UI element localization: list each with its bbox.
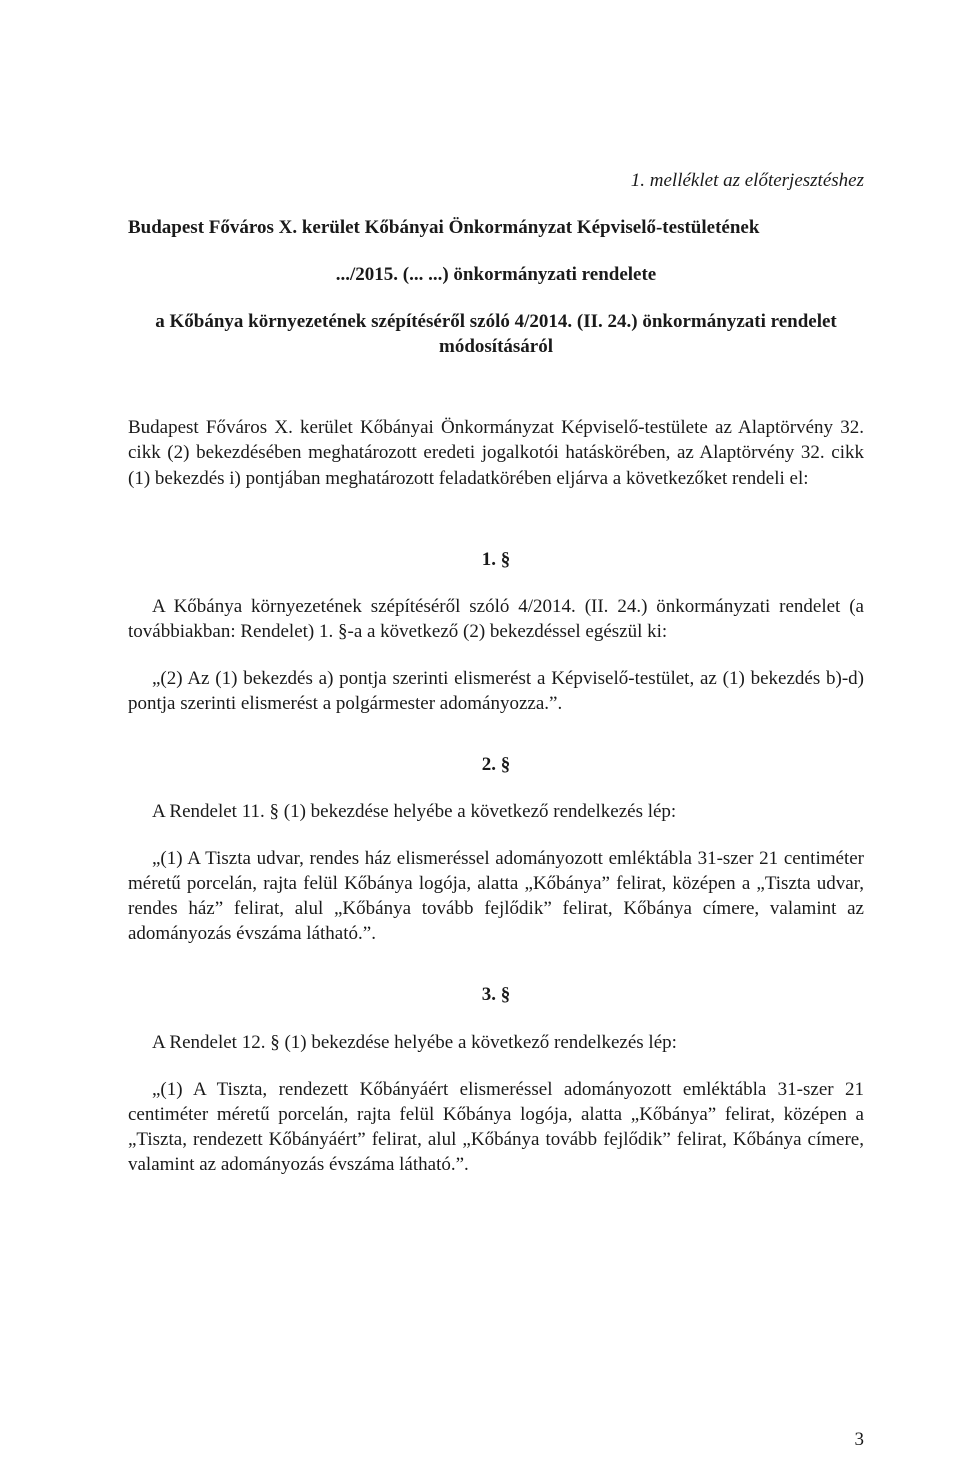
title-line-2: .../2015. (... ...) önkormányzati rendel…: [128, 262, 864, 287]
subtitle-line-1: a Kőbánya környezetének szépítéséről szó…: [128, 309, 864, 334]
section-2-para-1: A Rendelet 11. § (1) bekezdése helyébe a…: [128, 799, 864, 824]
title-line-1: Budapest Főváros X. kerület Kőbányai Önk…: [128, 215, 864, 240]
attachment-note: 1. melléklet az előterjesztéshez: [128, 168, 864, 193]
page-number: 3: [855, 1427, 865, 1452]
section-1-para-1: A Kőbánya környezetének szépítéséről szó…: [128, 594, 864, 644]
section-1-heading: 1. §: [128, 547, 864, 572]
section-2-heading: 2. §: [128, 752, 864, 777]
section-3-heading: 3. §: [128, 982, 864, 1007]
preamble: Budapest Főváros X. kerület Kőbányai Önk…: [128, 415, 864, 490]
document-page: 1. melléklet az előterjesztéshez Budapes…: [0, 0, 960, 1482]
section-3-para-1: A Rendelet 12. § (1) bekezdése helyébe a…: [128, 1030, 864, 1055]
subtitle-line-2: módosításáról: [128, 334, 864, 359]
section-1-para-2: „(2) Az (1) bekezdés a) pontja szerinti …: [128, 666, 864, 716]
section-3-para-2: „(1) A Tiszta, rendezett Kőbányáért elis…: [128, 1077, 864, 1177]
section-2-para-2: „(1) A Tiszta udvar, rendes ház elismeré…: [128, 846, 864, 946]
